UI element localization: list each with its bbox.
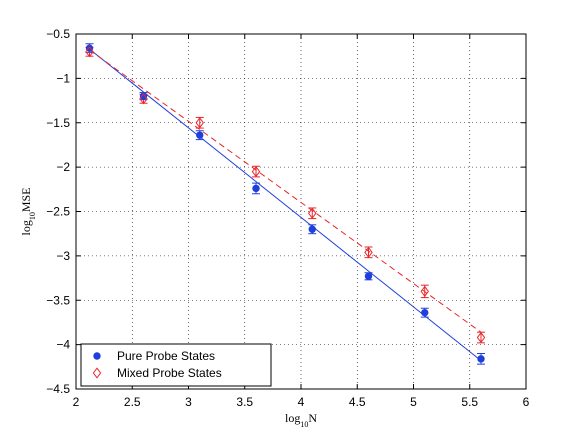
y-tick-label: −1 xyxy=(56,71,70,85)
x-tick-label: 4 xyxy=(298,395,305,409)
x-tick-label: 3.5 xyxy=(236,395,253,409)
data-point-pure xyxy=(252,184,260,193)
x-tick-label: 2.5 xyxy=(124,395,141,409)
x-tick-label: 5.5 xyxy=(461,395,478,409)
data-point-mixed xyxy=(139,93,148,105)
data-point-pure xyxy=(477,355,485,363)
y-tick-label: −1.5 xyxy=(46,116,70,130)
y-tick-label: −4 xyxy=(56,338,70,352)
grid xyxy=(76,34,526,389)
x-tick-label: 2 xyxy=(73,395,80,409)
data-point-mixed xyxy=(195,117,204,129)
data-point-mixed xyxy=(364,246,373,258)
y-tick-labels: −4.5 −4 −3.5 −3 −2.5 −2 −1.5 −1 −0.5 xyxy=(46,27,70,396)
legend-label-mixed: Mixed Probe States xyxy=(117,366,222,380)
legend-label-pure: Pure Probe States xyxy=(117,349,215,363)
data-point-pure xyxy=(308,225,316,233)
fit-line-0 xyxy=(89,48,482,361)
data-point-pure xyxy=(139,92,148,100)
y-axis-label: log10MSE xyxy=(19,187,37,235)
fit-line-1 xyxy=(89,49,482,333)
data-point-mixed xyxy=(420,285,429,298)
x-tick-label: 5 xyxy=(410,395,417,409)
y-tick-label: −3.5 xyxy=(46,293,70,307)
y-tick-label: −0.5 xyxy=(46,27,70,41)
x-tick-label: 4.5 xyxy=(349,395,366,409)
y-tick-label: −2 xyxy=(56,160,70,174)
legend: Pure Probe States Mixed Probe States xyxy=(80,343,272,387)
ticks xyxy=(75,33,527,390)
data-point-pure xyxy=(421,308,429,317)
data-point-mixed xyxy=(476,331,486,344)
data-markers xyxy=(85,44,486,363)
x-tick-label: 3 xyxy=(185,395,192,409)
data-point-mixed xyxy=(251,165,261,178)
fit-lines xyxy=(89,48,482,361)
data-point-mixed xyxy=(308,207,317,219)
y-tick-label: −4.5 xyxy=(46,382,70,396)
legend-marker-pure xyxy=(93,352,101,360)
data-point-pure xyxy=(364,272,373,280)
y-tick-label: −2.5 xyxy=(46,205,70,219)
legend-marker-mixed xyxy=(92,367,102,379)
y-tick-label: −3 xyxy=(56,249,70,263)
data-point-pure xyxy=(196,131,204,139)
legend-box xyxy=(80,343,272,387)
data-point-mixed xyxy=(85,46,94,58)
x-tick-label: 6 xyxy=(523,395,530,409)
x-axis-label: log10N xyxy=(285,411,317,429)
x-tick-labels: 2 2.5 3 3.5 4 4.5 5 5.5 6 xyxy=(73,395,530,409)
